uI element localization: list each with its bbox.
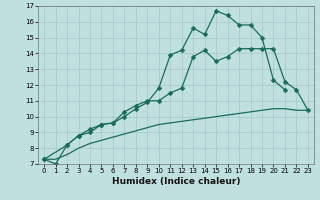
X-axis label: Humidex (Indice chaleur): Humidex (Indice chaleur) <box>112 177 240 186</box>
